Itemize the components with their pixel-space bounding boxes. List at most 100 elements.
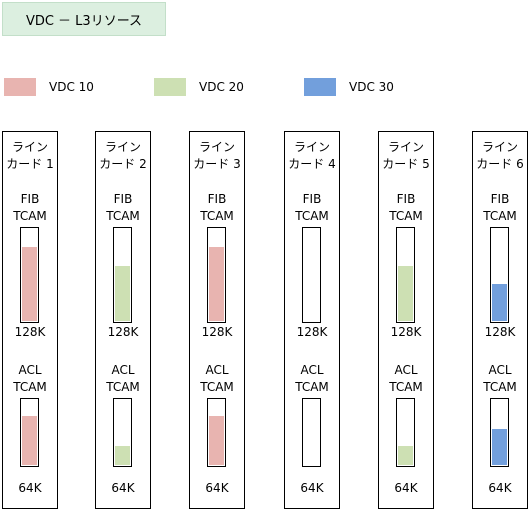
fib-label-line2: TCAM: [483, 209, 517, 223]
fib-capacity: 128K: [14, 325, 46, 339]
fib-tcam-label: FIB TCAM: [190, 191, 244, 225]
line-card-title: ライン カード 2: [96, 139, 150, 173]
acl-tcam-bar: [396, 398, 415, 467]
acl-tcam-bar-fill: [398, 445, 413, 465]
fib-tcam-label: FIB TCAM: [379, 191, 433, 225]
acl-capacity: 64K: [300, 481, 324, 495]
fib-tcam-bar: [302, 227, 321, 323]
fib-capacity: 128K: [296, 325, 328, 339]
line-card-3: ラインカード 3 FIB TCAM 128K ACL TCAM 64K: [189, 131, 245, 509]
legend-item-vdc-30: VDC 30: [303, 76, 394, 98]
fib-tcam-bar: [490, 227, 509, 323]
fib-tcam-bar-fill: [115, 265, 130, 321]
fib-tcam-bar: [207, 227, 226, 323]
line-card-title: ラインカード 6: [473, 139, 527, 173]
fib-capacity: 128K: [107, 325, 139, 339]
fib-tcam-label: FIB TCAM: [96, 191, 150, 225]
acl-tcam-label: ACL TCAM: [379, 362, 433, 396]
acl-label-line1: ACL: [394, 363, 418, 377]
line-card-title-line2: カード 3: [193, 157, 241, 171]
line-card-title-line2: カード 1: [6, 157, 54, 171]
fib-tcam-bar-fill: [492, 284, 507, 321]
legend-swatch-vdc-30: [303, 77, 337, 97]
line-card-1: ラインカード 1 FIB TCAM 128K ACL TCAM 64K: [2, 131, 58, 509]
fib-tcam-bar-fill: [209, 246, 224, 321]
line-card-6: ラインカード 6 FIB TCAM 128K ACL TCAM 64K: [472, 131, 528, 509]
legend-label-vdc-20: VDC 20: [199, 80, 244, 94]
line-card-title-line1: ライン: [481, 140, 518, 154]
acl-label-line2: TCAM: [483, 380, 517, 394]
acl-capacity: 64K: [205, 481, 229, 495]
acl-capacity: 64K: [111, 481, 135, 495]
acl-label-line1: ACL: [488, 363, 512, 377]
legend-swatch-vdc-20: [153, 77, 187, 97]
fib-capacity: 128K: [484, 325, 516, 339]
fib-label-line2: TCAM: [295, 209, 329, 223]
legend-label-vdc-30: VDC 30: [349, 80, 394, 94]
line-card-title-line1: ライン: [11, 140, 48, 154]
legend-label-vdc-10: VDC 10: [49, 80, 94, 94]
acl-label-line2: TCAM: [295, 380, 329, 394]
fib-label-line1: FIB: [490, 192, 510, 206]
fib-capacity: 128K: [390, 325, 422, 339]
line-card-title-line2: カード 4: [288, 157, 336, 171]
fib-label-line1: FIB: [207, 192, 227, 206]
fib-tcam-bar: [396, 227, 415, 323]
acl-tcam-bar: [20, 398, 39, 467]
acl-label-line1: ACL: [111, 363, 135, 377]
fib-label-line2: TCAM: [13, 209, 47, 223]
line-card-title-line2: カード 5: [382, 157, 430, 171]
line-card-title: ラインカード 3: [190, 139, 244, 173]
legend-swatch-vdc-10: [3, 77, 37, 97]
line-card-title: ラインカード 4: [285, 139, 339, 173]
line-card-title: ラインカード 5: [379, 139, 433, 173]
acl-tcam-bar-fill: [22, 415, 37, 465]
diagram-title: VDC － L3リソース: [2, 2, 166, 36]
fib-label-line1: FIB: [113, 192, 133, 206]
fib-label-line2: TCAM: [389, 209, 423, 223]
fib-label-line2: TCAM: [106, 209, 140, 223]
fib-label-line1: FIB: [20, 192, 40, 206]
fib-tcam-bar-fill: [398, 265, 413, 321]
acl-tcam-label: ACL TCAM: [96, 362, 150, 396]
acl-tcam-bar: [302, 398, 321, 467]
acl-tcam-bar: [207, 398, 226, 467]
line-card-4: ラインカード 4 FIB TCAM 128K ACL TCAM 64K: [284, 131, 340, 509]
acl-label-line2: TCAM: [200, 380, 234, 394]
acl-label-line1: ACL: [18, 363, 42, 377]
diagram-title-text: VDC － L3リソース: [25, 13, 143, 29]
acl-tcam-label: ACL TCAM: [473, 362, 527, 396]
line-card-title-line1: ライン: [104, 140, 141, 154]
acl-capacity: 64K: [394, 481, 418, 495]
acl-label-line1: ACL: [300, 363, 324, 377]
acl-tcam-bar: [113, 398, 132, 467]
acl-tcam-label: ACL TCAM: [285, 362, 339, 396]
line-card-title: ラインカード 1: [3, 139, 57, 173]
line-card-title-line1: ライン: [293, 140, 330, 154]
fib-tcam-label: FIB TCAM: [285, 191, 339, 225]
acl-label-line1: ACL: [205, 363, 229, 377]
fib-label-line2: TCAM: [200, 209, 234, 223]
fib-tcam-bar-fill: [22, 246, 37, 321]
legend-item-vdc-10: VDC 10: [3, 76, 94, 98]
fib-label-line1: FIB: [302, 192, 322, 206]
acl-tcam-bar-fill: [209, 415, 224, 465]
legend-item-vdc-20: VDC 20: [153, 76, 244, 98]
fib-tcam-label: FIB TCAM: [473, 191, 527, 225]
acl-capacity: 64K: [18, 481, 42, 495]
acl-label-line2: TCAM: [106, 380, 140, 394]
line-card-2: ライン カード 2 FIB TCAM 128K ACL TCAM 64K: [95, 131, 151, 509]
fib-capacity: 128K: [201, 325, 233, 339]
fib-label-line1: FIB: [396, 192, 416, 206]
line-card-title-line1: ライン: [198, 140, 235, 154]
line-card-title-line2: カード 6: [476, 157, 524, 171]
acl-label-line2: TCAM: [13, 380, 47, 394]
fib-tcam-bar: [20, 227, 39, 323]
acl-capacity: 64K: [488, 481, 512, 495]
line-card-5: ライン カード 5 FIB TCAM 128K ACL TCAM 64K: [378, 131, 434, 509]
fib-tcam-bar: [113, 227, 132, 323]
acl-tcam-bar-fill: [492, 429, 507, 465]
fib-tcam-label: FIB TCAM: [3, 191, 57, 225]
line-card-title-line1: ライン: [387, 140, 424, 154]
acl-tcam-label: ACL TCAM: [190, 362, 244, 396]
